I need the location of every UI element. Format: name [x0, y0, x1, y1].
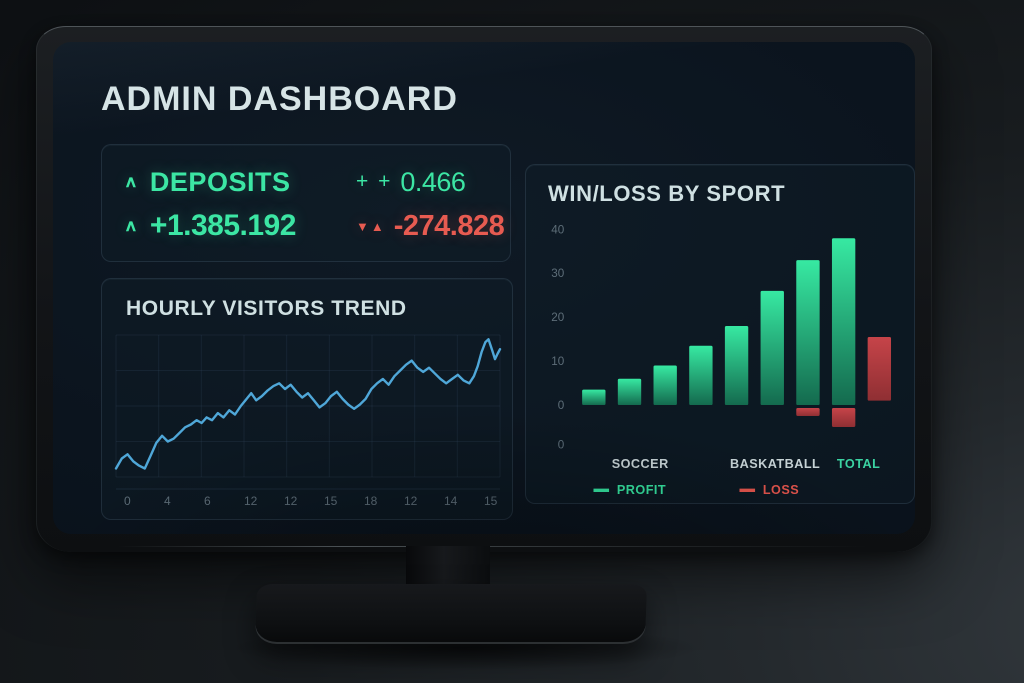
up-caret-icon: ∧: [124, 173, 138, 191]
svg-text:BASKATBALL: BASKATBALL: [730, 457, 820, 471]
svg-text:6: 6: [204, 494, 211, 508]
svg-text:18: 18: [364, 494, 378, 508]
svg-text:TOTAL: TOTAL: [837, 457, 880, 471]
svg-text:4: 4: [164, 494, 171, 508]
svg-text:14: 14: [444, 494, 458, 508]
deposits-negative: ▼▲ -274.828: [356, 209, 505, 243]
deposits-change-value: 0.466: [400, 166, 466, 197]
deposits-panel: ∧ DEPOSITS + + 0.466 ∧ +1.385.192 ▼▲ -27…: [101, 144, 511, 262]
down-up-triangle-icons: ▼▲: [356, 218, 386, 234]
svg-text:SOCCER: SOCCER: [612, 457, 669, 471]
deposits-change: + + 0.466: [356, 167, 504, 198]
deposits-header: ∧ DEPOSITS: [124, 167, 356, 198]
svg-text:40: 40: [551, 223, 564, 236]
hourly-visitors-title: HOURLY VISITORS TREND: [126, 297, 407, 320]
winloss-bar-chart: 40 30 20 10 0 0 SOCCER BASKATBALL TOTAL PROFIT LOS…: [551, 223, 892, 497]
hourly-visitors-panel: HOURLY VISITORS TREND 0 4 6 12 12 15 18 12 14 15: [101, 278, 513, 520]
svg-text:15: 15: [324, 494, 338, 508]
winloss-panel: WIN/LOSS BY SPORT 40 30 20 10 0 0 SOCCER BASKAT…: [525, 164, 915, 504]
svg-text:0: 0: [558, 438, 565, 451]
svg-text:12: 12: [244, 494, 258, 508]
svg-text:PROFIT: PROFIT: [617, 483, 666, 497]
svg-text:10: 10: [551, 355, 564, 368]
up-caret-icon: ∧: [124, 217, 138, 235]
svg-text:15: 15: [484, 494, 498, 508]
svg-text:0: 0: [124, 494, 131, 508]
monitor: ADMIN DASHBOARD ∧ DEPOSITS + + 0.466 ∧ +…: [36, 26, 932, 552]
deposits-title: DEPOSITS: [149, 166, 291, 197]
svg-text:20: 20: [551, 311, 564, 324]
svg-text:0: 0: [558, 399, 565, 412]
svg-text:12: 12: [284, 494, 298, 508]
page-title: ADMIN DASHBOARD: [101, 80, 458, 118]
monitor-stand-base: [254, 584, 648, 644]
hourly-visitors-line-chart: 0 4 6 12 12 15 18 12 14 15: [114, 334, 502, 508]
svg-text:30: 30: [551, 267, 564, 280]
deposits-negative-value: -274.828: [393, 209, 505, 242]
plus-icons: + +: [356, 170, 393, 193]
winloss-title: WIN/LOSS BY SPORT: [548, 181, 786, 206]
deposits-total: ∧ +1.385.192: [124, 209, 356, 243]
deposits-total-value: +1.385.192: [149, 209, 296, 242]
svg-text:LOSS: LOSS: [763, 483, 799, 497]
svg-text:12: 12: [404, 494, 418, 508]
dashboard-screen: ADMIN DASHBOARD ∧ DEPOSITS + + 0.466 ∧ +…: [53, 42, 915, 534]
